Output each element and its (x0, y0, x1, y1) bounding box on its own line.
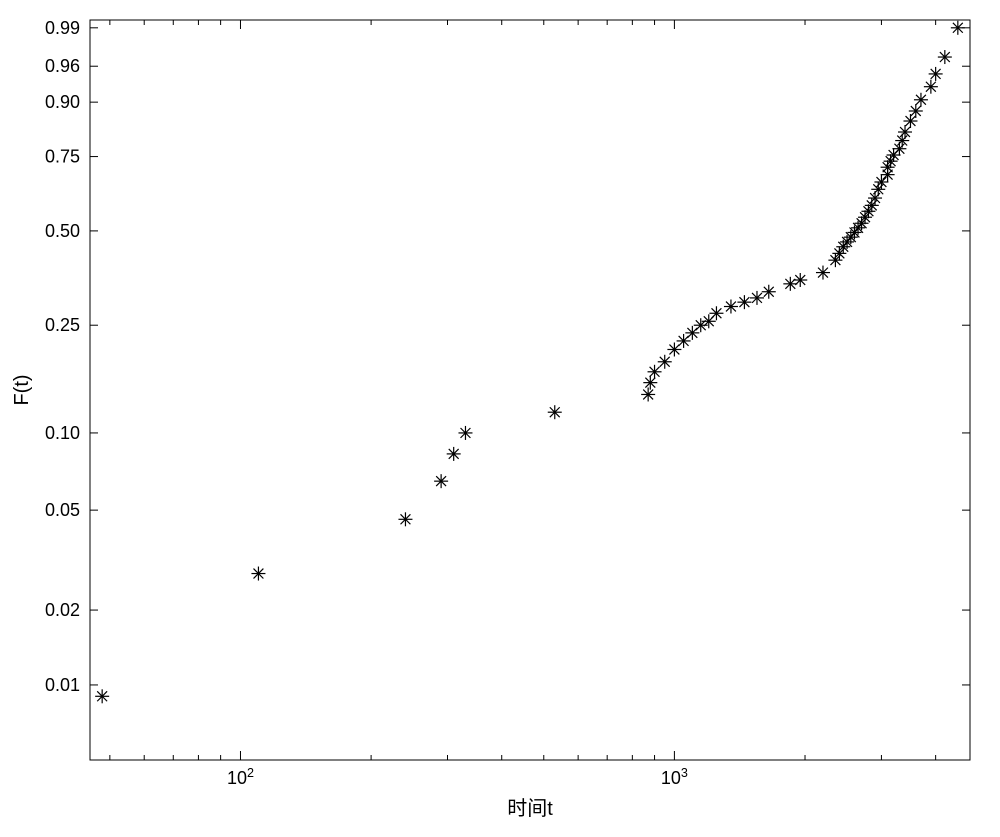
svg-text:0.75: 0.75 (45, 147, 80, 167)
svg-text:0.05: 0.05 (45, 500, 80, 520)
chart-svg: 1021030.010.020.050.100.250.500.750.900.… (0, 0, 1000, 837)
svg-text:0.96: 0.96 (45, 56, 80, 76)
svg-text:0.99: 0.99 (45, 18, 80, 38)
svg-text:0.25: 0.25 (45, 315, 80, 335)
svg-text:0.02: 0.02 (45, 600, 80, 620)
y-axis-label: F(t) (11, 374, 33, 405)
svg-text:0.01: 0.01 (45, 675, 80, 695)
svg-text:0.50: 0.50 (45, 221, 80, 241)
weibull-chart: 1021030.010.020.050.100.250.500.750.900.… (0, 0, 1000, 837)
svg-text:0.10: 0.10 (45, 423, 80, 443)
svg-text:0.90: 0.90 (45, 92, 80, 112)
x-axis-label: 时间t (507, 797, 553, 820)
